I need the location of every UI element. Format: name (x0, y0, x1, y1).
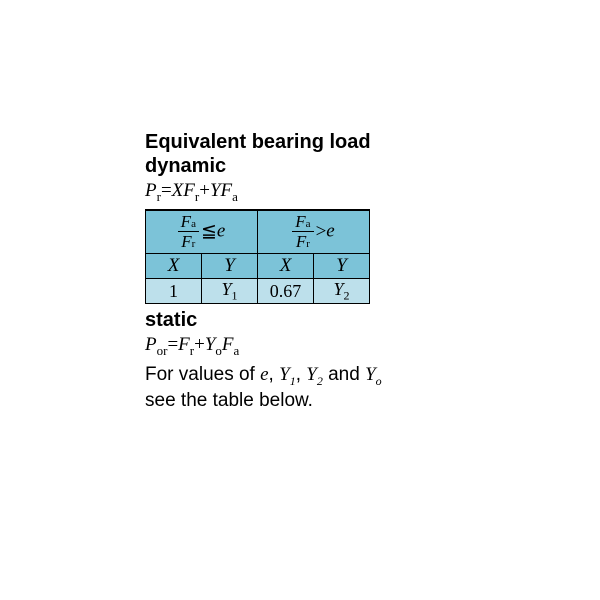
xy-0: X (146, 253, 202, 278)
df-eq: = (161, 180, 172, 201)
op-le: ≦ (199, 221, 217, 242)
sf-plus: + (194, 334, 205, 355)
hdr-cell-gt: Fa Fr >e (258, 210, 370, 254)
df-t2v: F (221, 180, 233, 201)
note-v4s: o (376, 374, 382, 388)
df-lhs-var: P (145, 180, 157, 201)
val-3-v: Y (333, 279, 343, 299)
note-c3: and (323, 364, 365, 385)
f-le-num-s: a (191, 218, 196, 230)
table-xy-row: X Y X Y (146, 253, 370, 278)
hdr-cell-le: Fa Fr ≦e (146, 210, 258, 254)
static-block: static Por=Fr+YoFa For values of e, Y1, … (145, 308, 475, 412)
op-gt: > (314, 221, 327, 242)
xy-2: X (258, 253, 314, 278)
f-le-den-v: F (181, 232, 191, 251)
val-1-s: 1 (232, 288, 238, 302)
dynamic-formula: Pr=XFr+YFa (145, 180, 475, 205)
val-3: Y2 (314, 278, 370, 304)
content-block: Equivalent bearing load dynamic Pr=XFr+Y… (145, 130, 475, 413)
note-v2: Y (279, 364, 290, 385)
note-text: For values of e, Y1, Y2 and Yosee the ta… (145, 363, 475, 413)
load-table: Fa Fr ≦e Fa Fr >e X Y X Y 1 Y1 0.67 Y2 (145, 209, 370, 305)
xy-1: Y (202, 253, 258, 278)
f-gt-num-s: a (306, 218, 311, 230)
df-plus: + (199, 180, 210, 201)
note-v3: Y (306, 364, 317, 385)
val-1: Y1 (202, 278, 258, 304)
df-t1v: F (183, 180, 195, 201)
note-v1: e (260, 364, 268, 385)
frac-gt: Fa Fr (292, 213, 313, 250)
note-c2: , (296, 364, 307, 385)
df-t2c: Y (210, 180, 221, 201)
heading-line1: Equivalent bearing load (145, 130, 475, 154)
df-t1c: X (172, 180, 184, 201)
df-t2s: a (232, 189, 238, 204)
note-pre: For values of (145, 364, 260, 385)
rhs-gt: e (326, 221, 334, 242)
f-gt-den-s: r (306, 238, 310, 250)
sf-lhs-s: or (157, 343, 168, 358)
f-le-den-s: r (192, 238, 196, 250)
heading-line2: dynamic (145, 154, 475, 178)
note-c1: , (269, 364, 280, 385)
table-val-row: 1 Y1 0.67 Y2 (146, 278, 370, 304)
sf-lhs-v: P (145, 334, 157, 355)
val-2: 0.67 (258, 278, 314, 304)
table-header-row: Fa Fr ≦e Fa Fr >e (146, 210, 370, 254)
sf-t2v: F (222, 334, 234, 355)
val-3-s: 2 (344, 288, 350, 302)
f-le-num-v: F (181, 212, 191, 231)
val-1-v: Y (221, 279, 231, 299)
sf-t1v: F (178, 334, 190, 355)
val-0: 1 (146, 278, 202, 304)
xy-3: Y (314, 253, 370, 278)
static-formula: Por=Fr+YoFa (145, 334, 475, 359)
f-gt-num-v: F (295, 212, 305, 231)
f-gt-den-v: F (296, 232, 306, 251)
note-post: see the table below. (145, 390, 313, 411)
sf-t2s: a (234, 343, 240, 358)
sf-t2c: Y (205, 334, 216, 355)
rhs-le: e (217, 221, 225, 242)
frac-le: Fa Fr (178, 213, 199, 250)
sf-eq: = (167, 334, 178, 355)
static-heading: static (145, 308, 475, 332)
note-v4: Y (365, 364, 376, 385)
